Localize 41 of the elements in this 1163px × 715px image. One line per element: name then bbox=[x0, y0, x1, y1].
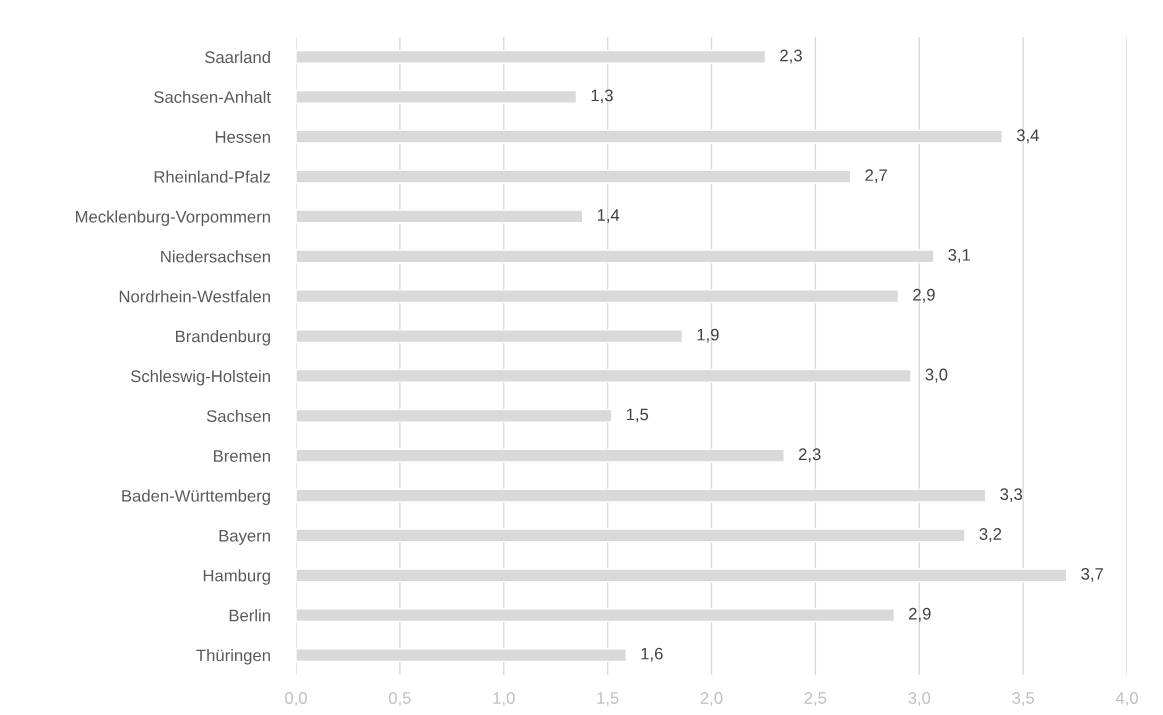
x-tick-label: 3,5 bbox=[1012, 692, 1035, 706]
data-label: 1,9 bbox=[697, 328, 719, 343]
x-tick-label: 3,0 bbox=[908, 692, 931, 706]
data-label: 3,2 bbox=[979, 528, 1002, 542]
x-tick-label: 4,0 bbox=[1115, 692, 1138, 706]
data-label: 2,3 bbox=[798, 448, 821, 463]
data-label: 1,6 bbox=[641, 647, 663, 662]
y-tick-label: Hessen bbox=[215, 131, 270, 143]
y-tick-label: Schleswig-Holstein bbox=[130, 369, 270, 386]
x-tick-label: 2,5 bbox=[804, 692, 827, 706]
x-tick-label: 1,0 bbox=[493, 692, 515, 706]
data-label: 2,9 bbox=[909, 607, 931, 622]
data-label: 3,1 bbox=[948, 248, 971, 263]
y-tick-label: Brandenburg bbox=[176, 330, 270, 346]
y-tick-label: Saarland bbox=[205, 50, 270, 64]
y-tick-label: Baden-Württemberg bbox=[122, 489, 270, 506]
y-tick-label: Thüringen bbox=[196, 649, 270, 665]
x-tick-label: 0,5 bbox=[388, 692, 411, 706]
data-label: 2,7 bbox=[865, 169, 887, 184]
y-tick-label: Sachsen-Anhalt bbox=[154, 90, 271, 104]
data-label: 3,7 bbox=[1081, 567, 1103, 582]
data-label: 3,3 bbox=[1000, 488, 1023, 503]
data-label: 1,4 bbox=[597, 209, 620, 223]
data-label: 2,3 bbox=[780, 49, 802, 64]
data-label: 3,0 bbox=[925, 368, 948, 383]
x-tick-label: 1,5 bbox=[597, 692, 619, 706]
y-tick-label: Nordrhein-Westfalen bbox=[119, 290, 270, 303]
x-tick-label: 0,0 bbox=[285, 692, 307, 706]
x-tick-label: 2,0 bbox=[700, 692, 723, 706]
y-tick-label: Mecklenburg-Vorpommern bbox=[76, 210, 270, 226]
y-tick-label: Bremen bbox=[214, 450, 270, 462]
data-label: 1,5 bbox=[626, 408, 649, 423]
y-tick-label: Sachsen bbox=[206, 409, 270, 423]
data-label: 3,4 bbox=[1016, 129, 1039, 144]
data-label: 2,9 bbox=[913, 288, 935, 303]
y-tick-label: Hamburg bbox=[203, 569, 270, 585]
data-label: 1,3 bbox=[591, 89, 613, 104]
y-tick-label: Niedersachsen bbox=[161, 250, 270, 263]
y-tick-label: Berlin bbox=[229, 609, 270, 622]
y-tick-label: Bayern bbox=[219, 530, 270, 545]
y-tick-label: Rheinland-Pfalz bbox=[154, 170, 271, 183]
